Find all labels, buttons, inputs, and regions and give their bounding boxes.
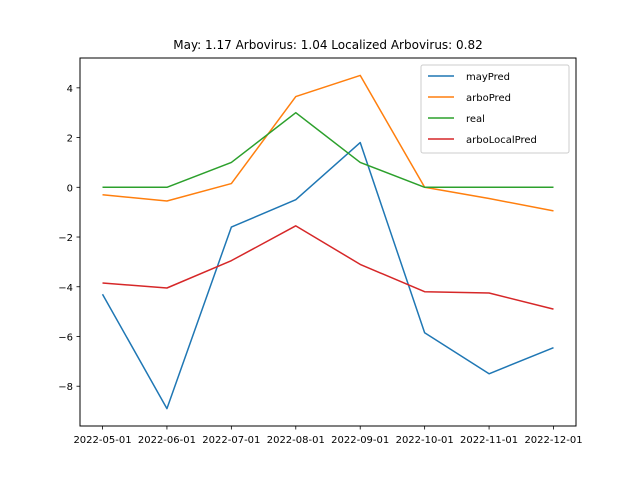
x-tick-label: 2022-08-01 — [267, 435, 325, 446]
y-tick-label: −8 — [58, 382, 73, 393]
y-tick-label: −2 — [58, 233, 73, 244]
legend-label-real: real — [466, 114, 485, 125]
y-tick-label: 0 — [67, 183, 73, 194]
legend: mayPred arboPred real arboLocalPred — [420, 64, 570, 154]
y-tick-label: 2 — [67, 134, 73, 145]
y-tick-label: −4 — [58, 283, 73, 294]
series-line-real — [102, 111, 554, 189]
axes-layer: 2022-05-01 2022-06-01 2022-07-01 2022-08-01… — [58, 84, 582, 446]
series-line-mayPred — [101, 141, 554, 410]
legend-label-mayPred: mayPred — [466, 72, 510, 83]
series-line-arboPred — [102, 74, 554, 212]
x-tick-label: 2022-05-01 — [73, 435, 131, 446]
y-tick-label: 4 — [67, 84, 73, 95]
chart-title: May: 1.17 Arbovirus: 1.04 Localized Arbo… — [173, 38, 483, 52]
x-tick-label: 2022-06-01 — [138, 435, 196, 446]
x-tick-label: 2022-10-01 — [396, 435, 454, 446]
legend-label-arboPred: arboPred — [466, 93, 511, 104]
legend-box — [420, 64, 570, 154]
x-tick-label: 2022-09-01 — [331, 435, 389, 446]
x-tick-label: 2022-12-01 — [524, 435, 582, 446]
x-tick-label: 2022-07-01 — [202, 435, 260, 446]
y-tick-label: −6 — [58, 332, 73, 343]
series-layer — [101, 74, 554, 410]
plot-frame — [79, 57, 577, 427]
legend-label-arboLocalPred: arboLocalPred — [466, 135, 537, 146]
x-tick-label: 2022-11-01 — [460, 435, 518, 446]
series-line-arboLocalPred — [102, 225, 554, 310]
